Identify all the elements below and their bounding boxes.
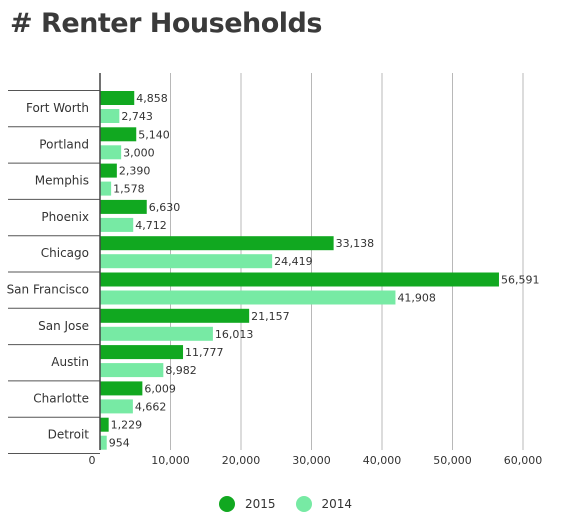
data-label-2015-3: 6,630: [149, 201, 181, 214]
category-label-4: Chicago: [41, 246, 89, 260]
data-label-2015-9: 1,229: [111, 419, 143, 432]
legend-swatch-2015: [218, 496, 235, 512]
x-tick-label-6: 60,000: [504, 454, 543, 467]
category-label-1: Portland: [39, 137, 89, 151]
category-label-3: Phoenix: [41, 210, 89, 224]
bar-2015-8[interactable]: [100, 381, 143, 396]
category-label-2: Memphis: [35, 174, 89, 188]
bar-2015-5[interactable]: [100, 272, 499, 287]
data-label-2014-8: 4,662: [135, 400, 167, 413]
category-label-6: San Jose: [38, 319, 89, 333]
legend-item-2014[interactable]: 2014: [295, 496, 353, 512]
bar-2014-7[interactable]: [100, 363, 164, 378]
legend: 2015 2014: [0, 496, 571, 512]
data-label-2015-7: 11,777: [185, 346, 224, 359]
category-label-0: Fort Worth: [26, 101, 89, 115]
data-label-2015-8: 6,009: [144, 382, 176, 395]
legend-label-2015: 2015: [244, 497, 276, 511]
bar-2015-7[interactable]: [100, 345, 184, 360]
data-label-2015-6: 21,157: [251, 310, 290, 323]
data-label-2015-1: 5,140: [138, 128, 170, 141]
x-tick-label-4: 40,000: [363, 454, 402, 467]
bar-2014-8[interactable]: [100, 399, 133, 414]
bar-2014-2[interactable]: [100, 181, 112, 196]
chart-svg: 4,858 2,743 Fort Worth 5,140 3,000 Portland 2,…: [7, 73, 543, 467]
bar-2015-1[interactable]: [100, 127, 137, 142]
category-label-5: San Francisco: [7, 283, 89, 297]
data-label-2015-5: 56,591: [501, 274, 540, 287]
data-label-2015-2: 2,390: [119, 165, 151, 178]
data-label-2014-6: 16,013: [215, 328, 254, 341]
chart-title: # Renter Households: [10, 8, 322, 39]
data-label-2014-1: 3,000: [123, 146, 154, 159]
bar-2015-3[interactable]: [100, 199, 147, 214]
bar-2014-6[interactable]: [100, 326, 213, 341]
data-label-2014-5: 41,908: [397, 292, 436, 305]
bar-2014-9[interactable]: [100, 435, 107, 450]
legend-swatch-2014: [295, 496, 312, 512]
bar-2014-0[interactable]: [100, 109, 120, 123]
legend-item-2015[interactable]: 2015: [218, 496, 276, 512]
x-tick-label-3: 30,000: [292, 454, 331, 467]
x-tick-label-1: 10,000: [151, 454, 190, 467]
x-tick-label-5: 50,000: [433, 454, 472, 467]
data-label-2015-0: 4,858: [136, 92, 168, 105]
category-label-9: Detroit: [48, 428, 90, 442]
bar-2015-6[interactable]: [100, 308, 250, 323]
data-label-2014-2: 1,578: [113, 183, 145, 196]
category-label-8: Charlotte: [33, 391, 89, 405]
bar-2014-1[interactable]: [100, 145, 122, 160]
legend-label-2014: 2014: [321, 497, 353, 511]
bar-2015-2[interactable]: [100, 163, 117, 178]
data-label-2015-4: 33,138: [336, 237, 375, 250]
bar-2015-0[interactable]: [100, 91, 135, 105]
category-label-7: Austin: [51, 355, 89, 369]
data-label-2014-4: 24,419: [274, 255, 313, 268]
x-tick-label-2: 20,000: [222, 454, 261, 467]
bar-2014-5[interactable]: [100, 290, 396, 305]
data-label-2014-3: 4,712: [135, 219, 167, 232]
data-label-2014-0: 2,743: [121, 110, 153, 123]
x-tick-label-0: 0: [89, 454, 96, 467]
data-label-2014-7: 8,982: [165, 364, 197, 377]
bar-2014-4[interactable]: [100, 254, 273, 269]
bar-2015-9[interactable]: [100, 417, 109, 432]
bar-2015-4[interactable]: [100, 236, 334, 251]
data-label-2014-9: 954: [109, 437, 130, 450]
bar-2014-3[interactable]: [100, 217, 134, 232]
